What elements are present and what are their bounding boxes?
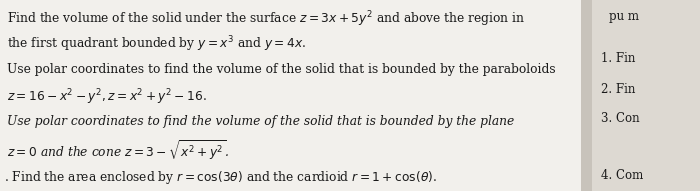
Bar bbox=[582, 0, 584, 191]
Bar bbox=[587, 0, 588, 191]
Text: 1. Fin: 1. Fin bbox=[601, 52, 635, 65]
Text: 2. Fin: 2. Fin bbox=[601, 83, 635, 96]
Bar bbox=[585, 0, 587, 191]
Bar bbox=[589, 0, 591, 191]
Text: Find the volume of the solid under the surface $z = 3x + 5y^2$ and above the reg: Find the volume of the solid under the s… bbox=[7, 10, 525, 29]
Text: . Find the area enclosed by $r = \cos(3\theta)$ and the cardioid $r = 1 + \cos(\: . Find the area enclosed by $r = \cos(3\… bbox=[4, 169, 438, 186]
Text: 1. Fin: 1. Fin bbox=[601, 52, 635, 65]
Text: 3. Con: 3. Con bbox=[601, 112, 639, 125]
Text: Use polar coordinates to find the volume of the solid that is bounded by the pla: Use polar coordinates to find the volume… bbox=[7, 115, 514, 128]
Bar bbox=[581, 0, 592, 191]
Text: 4. Com: 4. Com bbox=[601, 169, 643, 182]
Bar bbox=[581, 0, 592, 191]
Text: pu m: pu m bbox=[609, 10, 639, 23]
Bar bbox=[591, 0, 592, 191]
Text: 3. Con: 3. Con bbox=[601, 112, 639, 125]
Bar bbox=[592, 0, 700, 191]
Bar bbox=[592, 0, 700, 191]
Text: 4. Com: 4. Com bbox=[601, 169, 643, 182]
Text: $z = 16 - x^2 - y^2, z = x^2 + y^2 - 16$.: $z = 16 - x^2 - y^2, z = x^2 + y^2 - 16$… bbox=[7, 88, 206, 108]
Bar bbox=[584, 0, 585, 191]
Text: $z = 0$ and the cone $z = 3 - \sqrt{x^2 + y^2}$.: $z = 0$ and the cone $z = 3 - \sqrt{x^2 … bbox=[7, 138, 229, 163]
Bar bbox=[581, 0, 582, 191]
Text: 2. Fin: 2. Fin bbox=[601, 83, 635, 96]
Text: the first quadrant bounded by $y = x^3$ and $y = 4x$.: the first quadrant bounded by $y = x^3$ … bbox=[7, 34, 307, 54]
Text: Use polar coordinates to find the volume of the solid that is bounded by the par: Use polar coordinates to find the volume… bbox=[7, 63, 556, 76]
Text: pu m: pu m bbox=[609, 10, 639, 23]
Bar bbox=[588, 0, 589, 191]
